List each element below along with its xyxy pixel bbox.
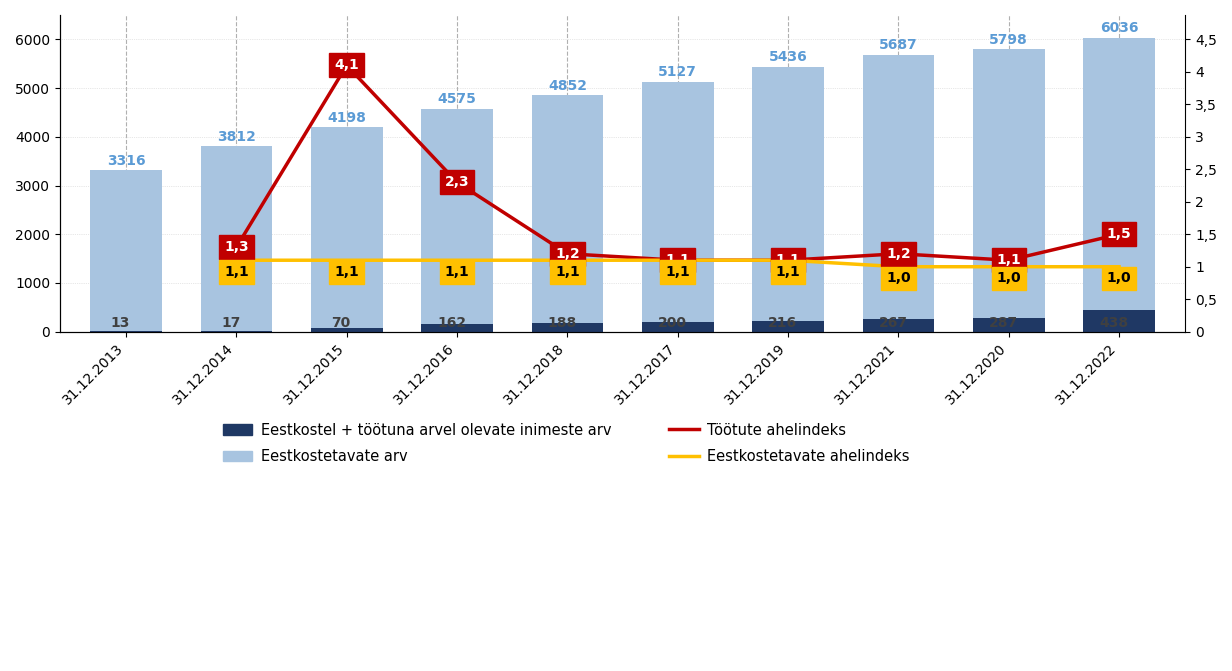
Text: 438: 438	[1099, 316, 1129, 330]
Text: 1,1: 1,1	[334, 265, 359, 279]
Text: 5127: 5127	[658, 66, 697, 79]
Text: 1,1: 1,1	[776, 253, 801, 267]
Text: 1,0: 1,0	[1106, 271, 1131, 285]
Text: 4,1: 4,1	[334, 58, 359, 72]
Text: 13: 13	[111, 316, 131, 330]
Text: 2,3: 2,3	[445, 175, 469, 189]
Text: 4198: 4198	[328, 111, 366, 125]
Text: 5798: 5798	[989, 33, 1029, 47]
Bar	[310, 328, 383, 331]
Text: 162: 162	[437, 316, 466, 330]
Bar	[1083, 311, 1154, 331]
Text: 3316: 3316	[107, 154, 145, 168]
Bar	[862, 319, 934, 331]
Bar	[753, 67, 824, 331]
Bar	[531, 323, 604, 331]
Bar	[90, 170, 161, 331]
Text: 287: 287	[988, 316, 1018, 330]
Text: 1,1: 1,1	[556, 265, 580, 279]
Text: 1,1: 1,1	[665, 265, 690, 279]
Text: 1,5: 1,5	[1106, 227, 1131, 242]
Text: 216: 216	[768, 316, 797, 330]
Bar	[973, 317, 1045, 331]
Text: 200: 200	[658, 316, 686, 330]
Text: 17: 17	[222, 316, 240, 330]
Bar	[201, 146, 272, 331]
Text: 1,1: 1,1	[224, 265, 249, 279]
Text: 1,2: 1,2	[886, 247, 910, 261]
Bar	[421, 324, 493, 331]
Text: 6036: 6036	[1100, 21, 1138, 35]
Bar	[642, 322, 713, 331]
Bar	[310, 127, 383, 331]
Text: 1,1: 1,1	[997, 253, 1021, 267]
Text: 267: 267	[878, 316, 908, 330]
Legend: Eestkostel + töötuna arvel olevate inimeste arv, Eestkostetavate arv, Töötute ah: Eestkostel + töötuna arvel olevate inime…	[217, 417, 915, 470]
Bar	[862, 54, 934, 331]
Text: 3812: 3812	[217, 130, 256, 144]
Text: 1,1: 1,1	[665, 253, 690, 267]
Text: 1,3: 1,3	[224, 240, 249, 254]
Text: 1,2: 1,2	[556, 247, 580, 261]
Text: 1,1: 1,1	[445, 265, 469, 279]
Text: 1,1: 1,1	[776, 265, 801, 279]
Bar	[421, 109, 493, 331]
Text: 4575: 4575	[437, 93, 477, 106]
Text: 188: 188	[547, 316, 577, 330]
Bar	[973, 49, 1045, 331]
Text: 70: 70	[331, 316, 351, 330]
Text: 5687: 5687	[878, 38, 918, 52]
Text: 5436: 5436	[769, 50, 807, 64]
Bar	[1083, 38, 1154, 331]
Text: 1,0: 1,0	[997, 271, 1021, 285]
Text: 4852: 4852	[548, 79, 586, 93]
Text: 1,0: 1,0	[886, 271, 910, 285]
Bar	[753, 321, 824, 331]
Bar	[642, 82, 713, 331]
Bar	[531, 95, 604, 331]
